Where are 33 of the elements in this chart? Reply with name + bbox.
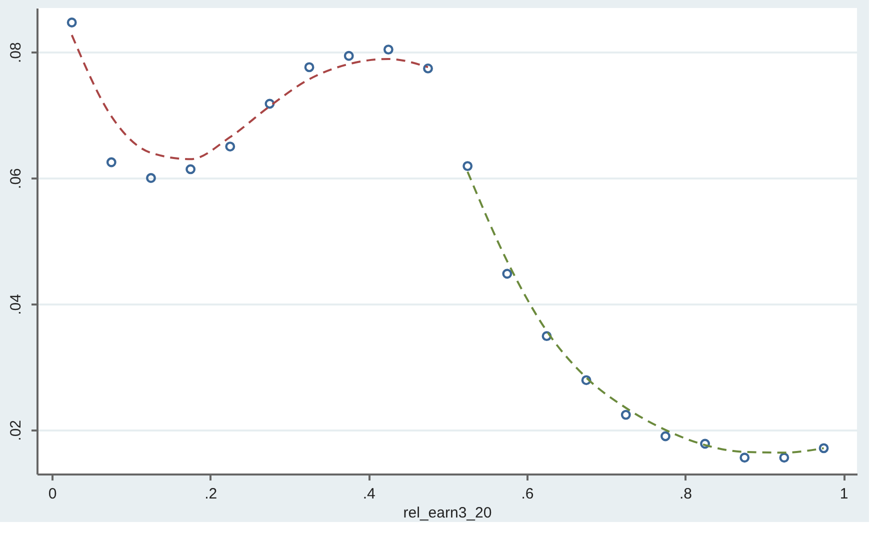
x-axis-title: rel_earn3_20 [403, 504, 492, 522]
point [146, 173, 156, 183]
point [304, 62, 314, 72]
point [423, 63, 433, 74]
x-tick-label: 1 [840, 486, 848, 502]
point [264, 98, 275, 109]
point [186, 164, 196, 174]
x-tick-label: .8 [679, 486, 692, 502]
y-tick-label: .06 [8, 168, 24, 189]
point [502, 268, 512, 279]
point [620, 410, 631, 420]
y-tick-label: .02 [8, 420, 24, 441]
x-tick-label: .4 [362, 486, 376, 502]
point [581, 375, 592, 386]
point [383, 44, 394, 55]
point [818, 443, 829, 454]
point [344, 50, 354, 61]
point [542, 331, 552, 342]
point [740, 452, 750, 463]
point [106, 157, 116, 168]
point [225, 142, 236, 152]
x-tick-label: 0 [48, 486, 57, 502]
point [660, 431, 670, 442]
point [462, 161, 473, 172]
point [66, 18, 77, 28]
point [779, 452, 790, 463]
y-tick-label: .08 [8, 42, 24, 64]
x-tick-label: .2 [204, 486, 218, 502]
x-tick-label: .6 [521, 486, 534, 502]
line-series [70, 34, 430, 160]
point [700, 438, 710, 449]
y-tick-label: .04 [8, 294, 24, 315]
line-series [466, 170, 825, 454]
